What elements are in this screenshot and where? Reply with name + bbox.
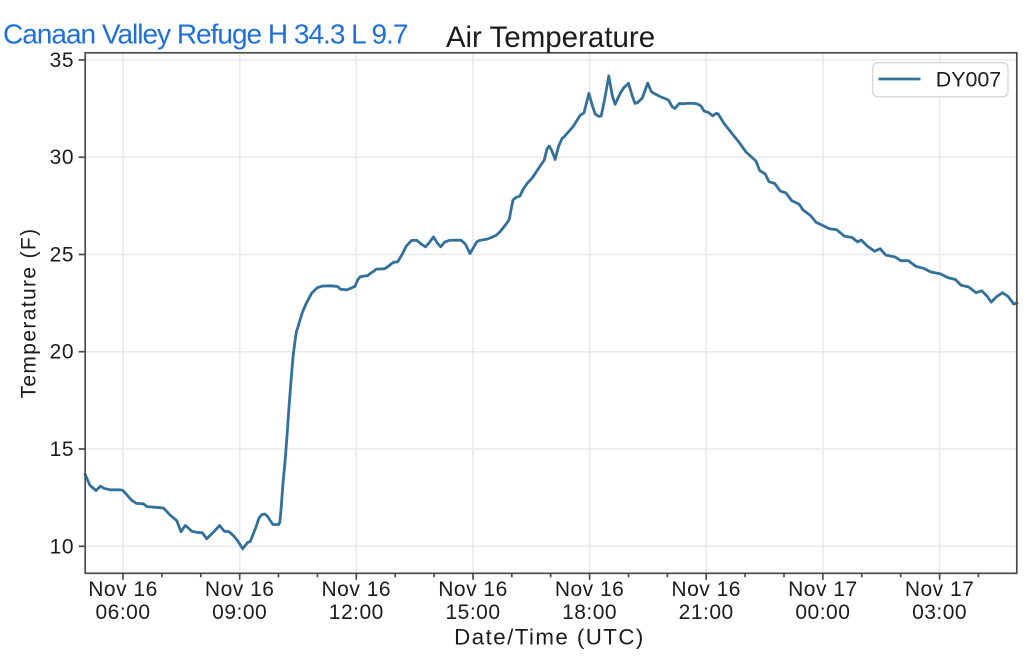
svg-text:10: 10 (50, 535, 74, 558)
svg-text:Nov 16: Nov 16 (88, 578, 158, 601)
svg-text:06:00: 06:00 (95, 601, 150, 624)
svg-text:Nov 16: Nov 16 (205, 578, 275, 601)
svg-text:03:00: 03:00 (912, 601, 967, 624)
svg-text:Nov 16: Nov 16 (555, 578, 625, 601)
svg-text:Nov 16: Nov 16 (438, 578, 508, 601)
svg-text:15:00: 15:00 (445, 601, 500, 624)
svg-text:Date/Time (UTC): Date/Time (UTC) (454, 624, 645, 649)
svg-text:Nov 17: Nov 17 (788, 578, 858, 601)
svg-text:00:00: 00:00 (795, 601, 850, 624)
svg-text:15: 15 (50, 438, 74, 461)
svg-text:12:00: 12:00 (329, 601, 384, 624)
svg-text:Nov 16: Nov 16 (322, 578, 392, 601)
svg-text:30: 30 (50, 146, 74, 169)
svg-text:DY007: DY007 (936, 67, 1001, 91)
svg-text:20: 20 (50, 341, 74, 364)
svg-text:Air Temperature: Air Temperature (446, 21, 655, 54)
svg-text:Temperature (F): Temperature (F) (18, 228, 41, 399)
svg-text:Canaan Valley Refuge H 34.3 L: Canaan Valley Refuge H 34.3 L 9.7 (3, 19, 408, 50)
svg-text:09:00: 09:00 (212, 601, 267, 624)
svg-text:Nov 17: Nov 17 (905, 578, 975, 601)
svg-text:35: 35 (50, 49, 74, 72)
svg-text:18:00: 18:00 (562, 601, 617, 624)
svg-text:21:00: 21:00 (679, 601, 734, 624)
svg-text:25: 25 (50, 244, 74, 267)
svg-text:Nov 16: Nov 16 (671, 578, 741, 601)
